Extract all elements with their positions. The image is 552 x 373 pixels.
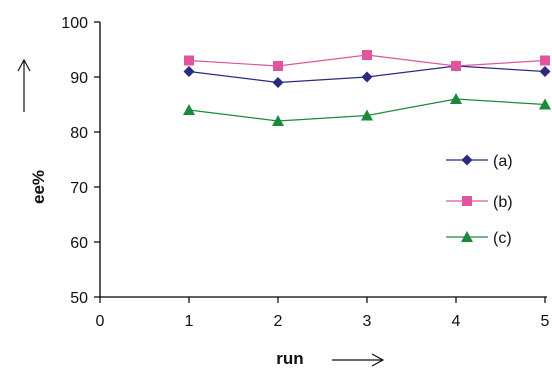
data-point [183, 66, 195, 77]
y-tick-label: 80 [70, 125, 88, 142]
legend-item: (b) [446, 194, 513, 211]
series-0 [183, 60, 551, 88]
y-tick-label: 50 [70, 290, 88, 307]
y-ticks: 50 60 70 80 90 100 [61, 15, 100, 307]
data-point [450, 93, 462, 104]
y-tick-label: 90 [70, 70, 88, 87]
x-tick-label: 5 [541, 313, 550, 330]
axes [99, 22, 547, 298]
y-axis-arrow-icon [17, 58, 31, 112]
legend-label: (c) [493, 230, 512, 247]
legend-marker [461, 154, 473, 166]
x-tick-label: 4 [452, 313, 461, 330]
legend-marker [462, 196, 472, 206]
data-point [539, 98, 551, 110]
x-tick-label: 3 [363, 313, 372, 330]
y-tick-label: 60 [70, 235, 88, 252]
y-tick-label: 70 [70, 180, 88, 197]
data-point [272, 77, 284, 88]
data-point [273, 61, 283, 71]
data-point [272, 115, 284, 126]
data-point [539, 66, 551, 77]
y-tick-label: 100 [61, 15, 88, 32]
x-tick-label: 0 [96, 313, 105, 330]
x-axis-title: run [276, 349, 303, 368]
series-1 [184, 50, 550, 71]
legend: (a) (b) (c) [446, 153, 513, 247]
data-point [361, 109, 373, 121]
x-axis-arrow-icon [332, 353, 385, 367]
data-point [540, 55, 550, 66]
data-point [362, 50, 372, 60]
data-point [451, 61, 461, 71]
x-tick-label: 1 [185, 313, 194, 330]
y-axis-title: ee% [29, 170, 48, 204]
series-layer [183, 50, 551, 126]
x-tick-label: 2 [274, 313, 283, 330]
legend-label: (a) [493, 153, 513, 170]
data-point [183, 104, 195, 115]
legend-item: (c) [446, 230, 512, 247]
series-2 [183, 93, 551, 126]
legend-label: (b) [493, 194, 513, 211]
legend-item: (a) [446, 153, 513, 170]
data-point [184, 55, 194, 66]
legend-marker [461, 231, 473, 242]
data-point [361, 71, 373, 83]
x-ticks: 0 1 2 3 4 5 [96, 297, 550, 330]
